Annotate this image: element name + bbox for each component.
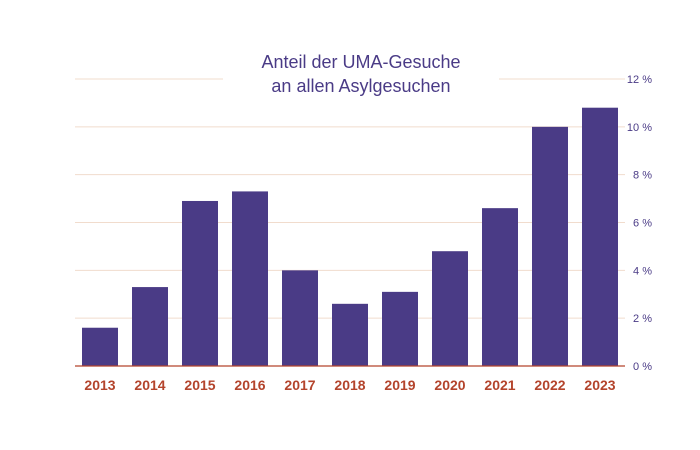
bar-2019 bbox=[382, 291, 418, 366]
y-tick-label: 0 % bbox=[633, 361, 652, 373]
x-tick-label: 2019 bbox=[384, 377, 415, 393]
x-tick-label: 2023 bbox=[584, 377, 615, 393]
chart-title-line-2: an allen Asylgesuchen bbox=[271, 76, 451, 96]
x-tick-label: 2014 bbox=[134, 377, 165, 393]
bar-2018 bbox=[332, 303, 368, 366]
chart-title: Anteil der UMA-Gesuche an allen Asylgesu… bbox=[223, 50, 499, 98]
x-tick-label: 2017 bbox=[284, 377, 315, 393]
bar-2015 bbox=[182, 200, 218, 366]
y-tick-label: 10 % bbox=[627, 122, 652, 134]
bar-2023 bbox=[582, 107, 618, 366]
x-tick-label: 2016 bbox=[234, 377, 265, 393]
x-tick-label: 2018 bbox=[334, 377, 365, 393]
bar-2013 bbox=[82, 327, 118, 366]
bar-2016 bbox=[232, 191, 268, 366]
bar-2022 bbox=[532, 126, 568, 366]
x-tick-label: 2021 bbox=[484, 377, 515, 393]
x-tick-label: 2020 bbox=[434, 377, 465, 393]
chart-title-line-1: Anteil der UMA-Gesuche bbox=[261, 52, 461, 72]
bar-2014 bbox=[132, 287, 168, 366]
y-tick-label: 2 % bbox=[633, 313, 652, 325]
bar-2020 bbox=[432, 251, 468, 366]
bar-2017 bbox=[282, 270, 318, 366]
x-tick-label: 2013 bbox=[84, 377, 115, 393]
y-tick-label: 12 % bbox=[627, 74, 652, 86]
y-tick-label: 8 % bbox=[633, 170, 652, 182]
y-tick-label: 6 % bbox=[633, 218, 652, 230]
bar-2021 bbox=[482, 208, 518, 366]
y-tick-label: 4 % bbox=[633, 265, 652, 277]
x-tick-label: 2015 bbox=[184, 377, 215, 393]
x-tick-label: 2022 bbox=[534, 377, 565, 393]
